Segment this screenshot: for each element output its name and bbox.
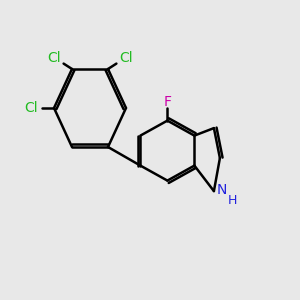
Text: H: H — [228, 194, 238, 207]
Text: N: N — [217, 183, 227, 196]
Text: Cl: Cl — [25, 101, 38, 115]
Text: Cl: Cl — [119, 51, 133, 64]
Text: F: F — [164, 95, 171, 109]
Text: Cl: Cl — [47, 51, 61, 64]
